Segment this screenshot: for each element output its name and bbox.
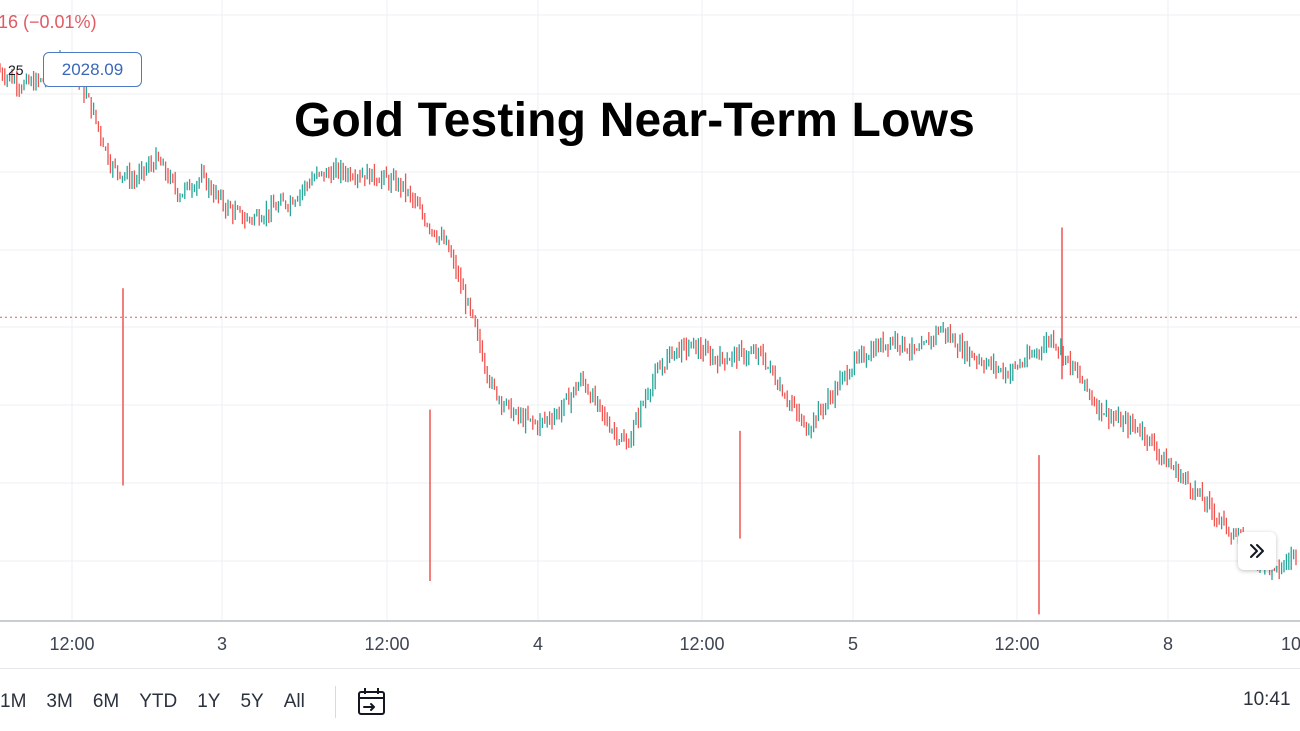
range-button-3m[interactable]: 3M (46, 691, 73, 712)
range-button-1m[interactable]: 1M (0, 691, 27, 712)
range-button-ytd[interactable]: YTD (139, 691, 178, 712)
toolbar-separator (334, 686, 336, 718)
previous-value-label: 25 (8, 62, 24, 78)
candles-series (0, 50, 1297, 615)
time-clock: 10:41 (1243, 689, 1291, 710)
range-button-5y[interactable]: 5Y (240, 691, 264, 712)
toolbar-divider (0, 668, 1300, 669)
x-tick-label: 4 (532, 634, 544, 654)
price-change-text: 16 (−0.01%) (0, 12, 97, 32)
x-tick-label: 12:00 (364, 634, 410, 654)
x-tick-label: 12:00 (994, 634, 1040, 654)
calendar-goto-icon[interactable] (356, 685, 390, 719)
price-chart[interactable]: 16 (−0.01%) 25 2028.09 Gold Testing Near… (0, 0, 1300, 622)
x-tick-label: 12:00 (679, 634, 725, 654)
range-button-6m[interactable]: 6M (92, 691, 120, 712)
scroll-to-realtime-button[interactable] (1238, 532, 1276, 570)
current-price-box[interactable]: 2028.09 (43, 52, 142, 87)
x-tick-label: 8 (1162, 634, 1174, 654)
x-tick-label: 3 (216, 634, 228, 654)
x-tick-label: 5 (847, 634, 859, 654)
x-tick-label: 12:00 (49, 634, 95, 654)
range-toolbar: 1M 3M 6M YTD 1Y 5Y All (0, 685, 390, 719)
chart-plot[interactable] (0, 0, 1300, 622)
x-tick-label: 10 (1281, 634, 1300, 654)
range-button-1y[interactable]: 1Y (197, 691, 221, 712)
double-chevron-right-icon (1250, 544, 1264, 558)
range-button-all[interactable]: All (283, 691, 305, 712)
chart-title: Gold Testing Near-Term Lows (294, 94, 976, 147)
